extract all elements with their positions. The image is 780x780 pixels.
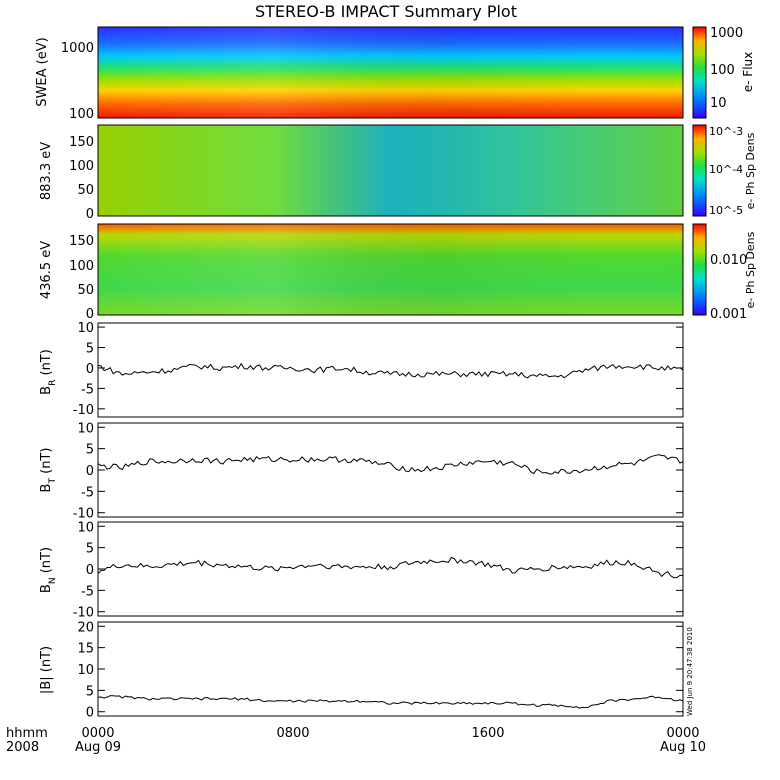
- bt-ytick-label: 0: [86, 464, 94, 479]
- xtick-0000-end: 0000: [666, 726, 699, 741]
- pad883-cbar-label: e- Ph Sp Dens: [744, 132, 757, 209]
- xtick-0000-start: 0000: [81, 726, 114, 741]
- br-series-line: [97, 362, 684, 379]
- panel-bn: BN (nT) 10 5 0 -5 -10: [39, 520, 684, 621]
- bn-series-line: [97, 556, 683, 579]
- swea-ytick-100: 100: [69, 107, 94, 122]
- xtick-0800: 0800: [276, 726, 309, 741]
- babs-ytick-label: 10: [77, 663, 94, 678]
- pad436-frame: [97, 223, 684, 316]
- bt-frame: [97, 422, 684, 518]
- bt-ytick-label: 10: [77, 421, 94, 436]
- panel-bt: BT (nT) 10 5 0 -5 -10: [39, 421, 684, 522]
- swea-cbar-tick-1000: 1000: [710, 26, 743, 41]
- bn-yticks: 10 5 0 -5 -10: [73, 520, 683, 621]
- panel-br: BR (nT) 10 5 0 -5 -10: [39, 321, 684, 418]
- pad883-frame: [97, 124, 684, 217]
- xtick-1600: 1600: [471, 726, 504, 741]
- pad883-cbar-tick-3: 10^-5: [709, 204, 743, 217]
- br-ylabel: BR (nT): [39, 349, 58, 395]
- bn-ytick-label: -10: [73, 606, 94, 621]
- bn-ytick-label: -5: [81, 584, 94, 599]
- pad436-ytick-50: 50: [77, 283, 94, 298]
- swea-frame: [97, 26, 684, 119]
- pad883-ytick-0: 0: [86, 207, 94, 222]
- bt-yticks: 10 5 0 -5 -10: [73, 421, 683, 522]
- babs-ylabel: |B| (nT): [39, 646, 54, 694]
- pad436-cbar-tick-2: 0.001: [710, 307, 747, 322]
- br-ytick-label: -10: [73, 403, 94, 418]
- br-ytick-label: -5: [81, 382, 94, 397]
- pad883-ylabel: 883.3 eV: [39, 142, 54, 200]
- bt-ytick-label: -10: [73, 507, 94, 522]
- bn-ytick-label: 10: [77, 520, 94, 535]
- babs-ytick-label: 20: [77, 620, 94, 635]
- bt-ytick-label: 5: [86, 443, 94, 458]
- swea-cbar-tick-100: 100: [710, 63, 735, 78]
- swea-colorbar: [692, 26, 707, 119]
- babs-ytick-label: 0: [86, 706, 94, 721]
- pad436-ylabel: 436.5 eV: [39, 241, 54, 299]
- plot-title: STEREO-B IMPACT Summary Plot: [255, 2, 517, 21]
- babs-ytick-label: 5: [86, 684, 94, 699]
- pad436-ytick-150: 150: [69, 234, 94, 249]
- br-ytick-label: 5: [86, 342, 94, 357]
- bt-ytick-label: -5: [81, 485, 94, 500]
- babs-frame: [97, 621, 684, 717]
- panel-pad-883: 883.3 eV 150 100 50 0 10^-3 10^-4 10^-5 …: [39, 124, 757, 222]
- swea-cbar-tick-10: 10: [710, 96, 727, 111]
- bt-series-line: [97, 454, 684, 475]
- panel-babs: |B| (nT) 20 15 10 5 0 Wed Jun 9 20:47:38 201…: [39, 620, 694, 720]
- br-ytick-label: 0: [86, 362, 94, 377]
- time-axis: hhmm 2008 0000 Aug 09 0800 1600 0000 Aug…: [6, 726, 706, 755]
- swea-ytick-1000: 1000: [61, 41, 94, 56]
- babs-series-line: [97, 695, 684, 709]
- pad436-cbar-tick-1: 0.010: [710, 253, 747, 268]
- pad883-ytick-150: 150: [69, 135, 94, 150]
- bn-ylabel: BN (nT): [39, 547, 58, 593]
- pad436-cbar-label: e- Ph Sp Dens: [744, 231, 757, 308]
- bt-ylabel: BT (nT): [39, 448, 58, 493]
- pad883-colorbar: [692, 124, 707, 217]
- swea-cbar-label: e- Flux: [741, 52, 755, 92]
- swea-ylabel: SWEA (eV): [35, 37, 50, 106]
- bn-ytick-label: 0: [86, 563, 94, 578]
- pad436-ytick-0: 0: [86, 307, 94, 322]
- pad883-cbar-tick-2: 10^-4: [709, 163, 743, 176]
- babs-ytick-label: 15: [77, 642, 94, 657]
- panel-swea: SWEA (eV) 1000 100 1000 100 10 e- Flux: [35, 26, 755, 122]
- timestamp-stamp: Wed Jun 9 20:47:38 2010: [686, 627, 694, 716]
- pad436-ytick-100: 100: [69, 259, 94, 274]
- bn-ytick-label: 5: [86, 542, 94, 557]
- xdate-start: Aug 09: [75, 740, 121, 755]
- pad883-cbar-tick-1: 10^-3: [709, 125, 743, 138]
- time-axis-year: 2008: [6, 740, 39, 755]
- time-axis-hhmm: hhmm: [6, 726, 48, 741]
- bn-frame: [97, 521, 684, 617]
- br-yticks: 10 5 0 -5 -10: [73, 321, 683, 418]
- pad883-ytick-100: 100: [69, 159, 94, 174]
- pad436-colorbar: [692, 223, 707, 316]
- babs-yticks: 20 15 10 5 0: [77, 620, 683, 721]
- br-ytick-label: 10: [77, 321, 94, 336]
- pad883-ytick-50: 50: [77, 183, 94, 198]
- xdate-end: Aug 10: [660, 740, 706, 755]
- panel-pad-436: 436.5 eV 150 100 50 0 0.010 0.001 e- Ph …: [39, 223, 757, 322]
- br-frame: [97, 322, 684, 418]
